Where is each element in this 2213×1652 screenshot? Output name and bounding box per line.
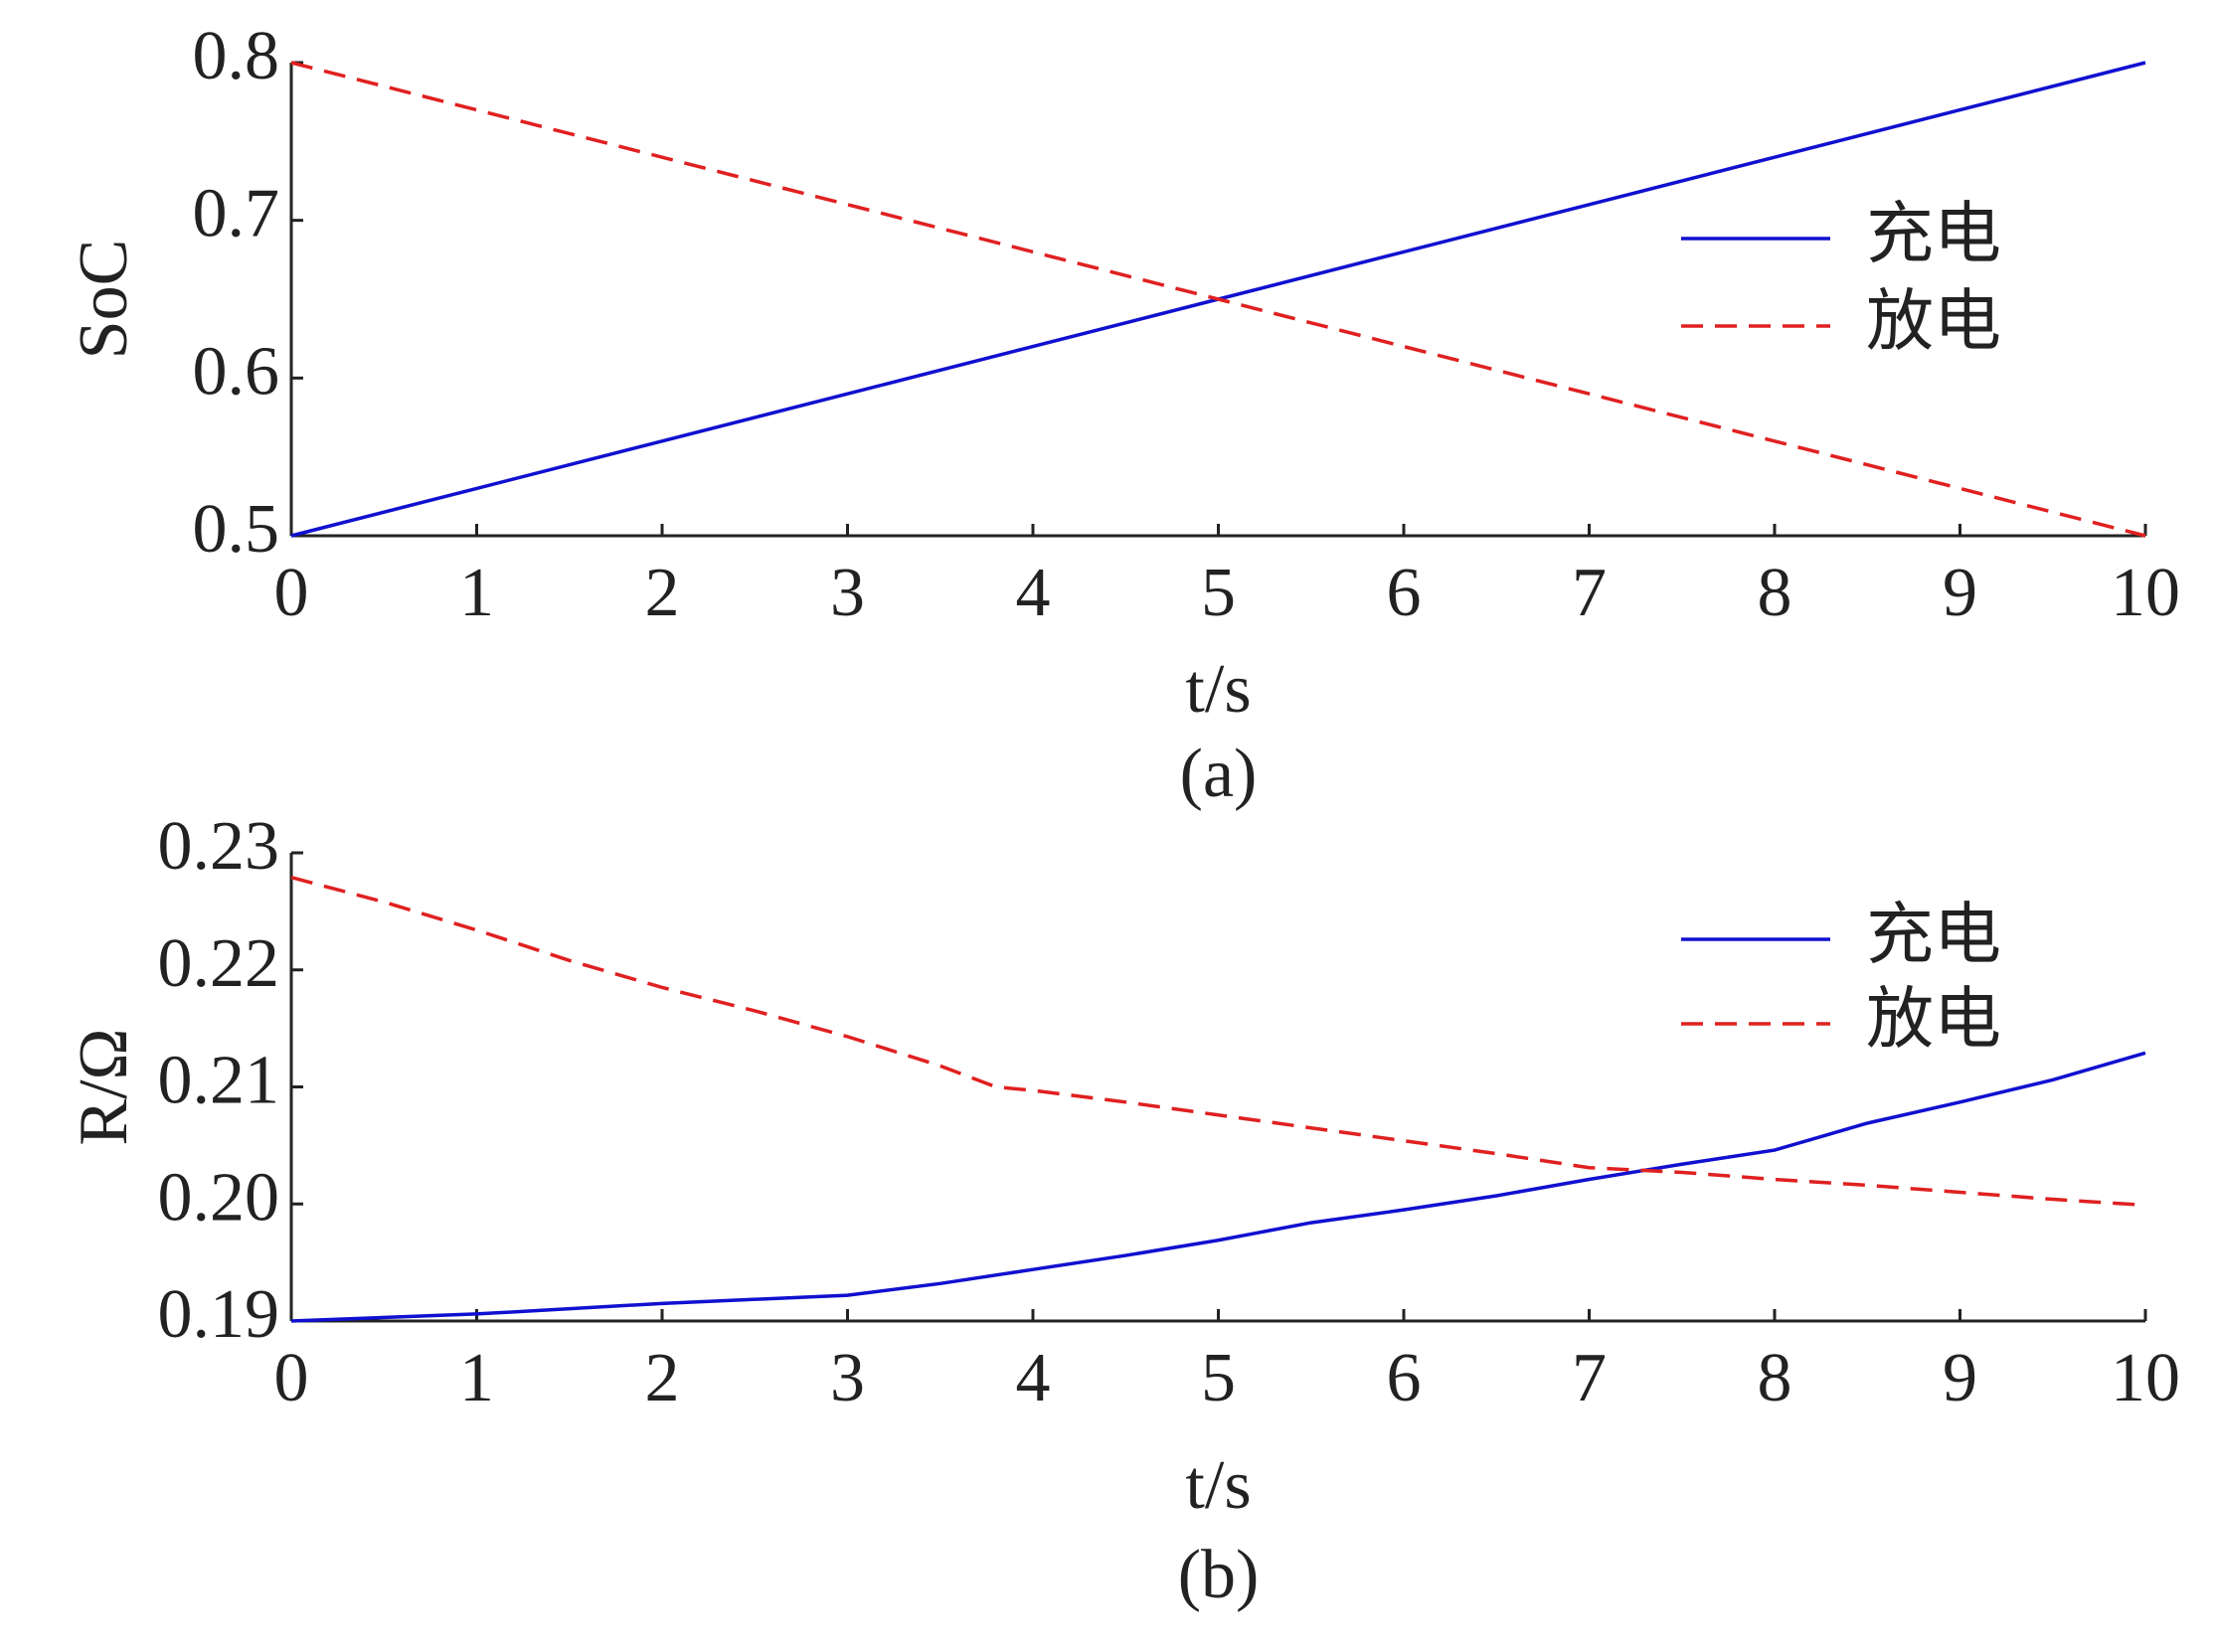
x-tick-label: 8	[1758, 1340, 1792, 1416]
y-tick-label: 0.8	[193, 18, 280, 94]
x-tick-label: 7	[1572, 555, 1607, 631]
y-tick-label: 0.21	[158, 1043, 280, 1119]
x-tick-label: 8	[1758, 555, 1792, 631]
x-tick-label: 3	[830, 1340, 865, 1416]
x-tick-label: 2	[645, 555, 680, 631]
y-tick-label: 0.20	[158, 1159, 280, 1236]
y-axis-label: SoC	[66, 240, 142, 360]
legend-label: 放电	[1866, 981, 2001, 1060]
x-tick-label: 1	[459, 1340, 494, 1416]
caption: (b)	[1178, 1537, 1260, 1613]
y-tick-label: 0.22	[158, 925, 280, 1002]
caption: (a)	[1180, 736, 1258, 812]
x-tick-label: 9	[1943, 1340, 1977, 1416]
x-tick-label: 7	[1572, 1340, 1607, 1416]
series-line	[290, 61, 2146, 538]
x-axis-label: t/s	[1185, 651, 1251, 728]
x-tick-label: 6	[1387, 555, 1422, 631]
x-axis-label: t/s	[1185, 1447, 1251, 1524]
legend-label: 充电	[1866, 897, 2001, 975]
legend-label: 放电	[1866, 283, 2001, 362]
series-line	[290, 1051, 2146, 1323]
y-tick-label: 0.19	[158, 1276, 280, 1353]
x-tick-label: 6	[1387, 1340, 1422, 1416]
y-axis-label: R/Ω	[66, 1028, 142, 1145]
series-line	[290, 876, 2146, 1208]
y-tick-label: 0.5	[193, 491, 280, 568]
x-tick-label: 4	[1016, 555, 1051, 631]
x-tick-label: 10	[2111, 1340, 2180, 1416]
y-tick-label: 0.6	[193, 333, 280, 410]
y-tick-label: 0.7	[193, 176, 280, 252]
x-tick-label: 5	[1201, 555, 1236, 631]
x-tick-label: 3	[830, 555, 865, 631]
x-tick-label: 9	[1943, 555, 1977, 631]
x-tick-label: 0	[274, 555, 309, 631]
x-tick-label: 4	[1016, 1340, 1051, 1416]
legend-label: 充电	[1866, 196, 2001, 274]
y-tick-label: 0.23	[158, 808, 280, 885]
x-tick-label: 2	[645, 1340, 680, 1416]
x-tick-label: 5	[1201, 1340, 1236, 1416]
x-tick-label: 0	[274, 1340, 309, 1416]
x-tick-label: 1	[459, 555, 494, 631]
x-tick-label: 10	[2111, 555, 2180, 631]
